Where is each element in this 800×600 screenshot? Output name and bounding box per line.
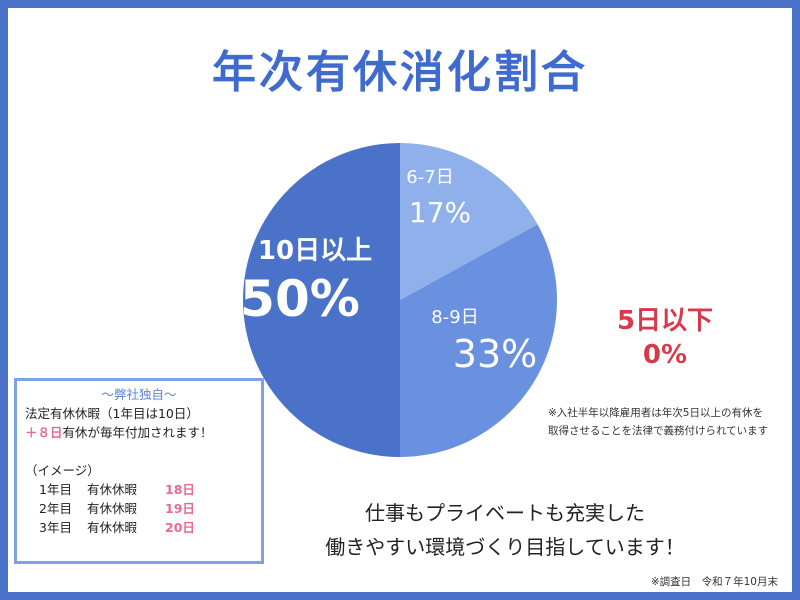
slice-label-5-or-less: 5日以下 <box>616 306 714 336</box>
slice-label-8-9: 8-9日 <box>431 307 479 328</box>
image-label: （イメージ） <box>25 463 100 478</box>
pie-slice-8-9 <box>400 224 557 457</box>
slice-value-5-or-less: 0% <box>642 340 688 370</box>
legal-note-line: ※入社半年以降雇用者は年次5日以上の有休を <box>548 407 763 419</box>
company-message: 仕事もプライベートも充実した 働きやすい環境づくり目指しています！ <box>295 496 715 564</box>
row-days: 19日 <box>165 501 195 516</box>
company-box-heading: ～弊社独自～ <box>101 387 177 402</box>
survey-date: ※調査日 令和７年10月末 <box>650 576 778 588</box>
slice-label-10plus: 10日以上 <box>257 236 373 266</box>
pie-slice-6-7 <box>400 143 538 300</box>
company-policy-box: ～弊社独自～ 法定有休休暇（1年目は10日） ＋８日有休が毎年付加されます！ （… <box>14 378 264 564</box>
message-line: 仕事もプライベートも充実した <box>365 501 645 525</box>
list-item: 3年目 有休休暇 20日 <box>25 518 253 537</box>
slice-value-8-9: 33% <box>452 332 538 376</box>
row-type: 有休休暇 <box>87 501 138 516</box>
list-item: 2年目 有休休暇 19日 <box>25 499 253 518</box>
company-box-line: ＋８日有休が毎年付加されます！ <box>25 423 253 442</box>
extra-days-highlight: ＋８日 <box>25 425 63 440</box>
row-year: 2年目 <box>39 501 72 516</box>
row-days: 20日 <box>165 520 195 535</box>
message-line: 働きやすい環境づくり目指しています！ <box>325 535 685 559</box>
legal-note-line: 取得させることを法律で義務付けられています <box>548 425 769 437</box>
row-days: 18日 <box>165 482 195 497</box>
legal-note: ※入社半年以降雇用者は年次5日以上の有休を 取得させることを法律で義務付けられて… <box>548 404 768 440</box>
row-year: 3年目 <box>39 520 72 535</box>
company-box-line-rest: 有休が毎年付加されます！ <box>62 425 213 440</box>
row-type: 有休休暇 <box>87 520 138 535</box>
list-item: 1年目 有休休暇 18日 <box>25 480 253 499</box>
pie-slice-10-or-more <box>243 143 400 457</box>
slice-value-10plus: 50% <box>240 270 360 328</box>
slice-value-6-7: 17% <box>408 196 472 229</box>
page-title: 年次有休消化割合 <box>212 47 588 98</box>
row-type: 有休休暇 <box>87 482 138 497</box>
row-year: 1年目 <box>39 482 72 497</box>
slice-label-6-7: 6-7日 <box>406 167 454 188</box>
company-box-line: 法定有休休暇（1年目は10日） <box>25 406 199 421</box>
